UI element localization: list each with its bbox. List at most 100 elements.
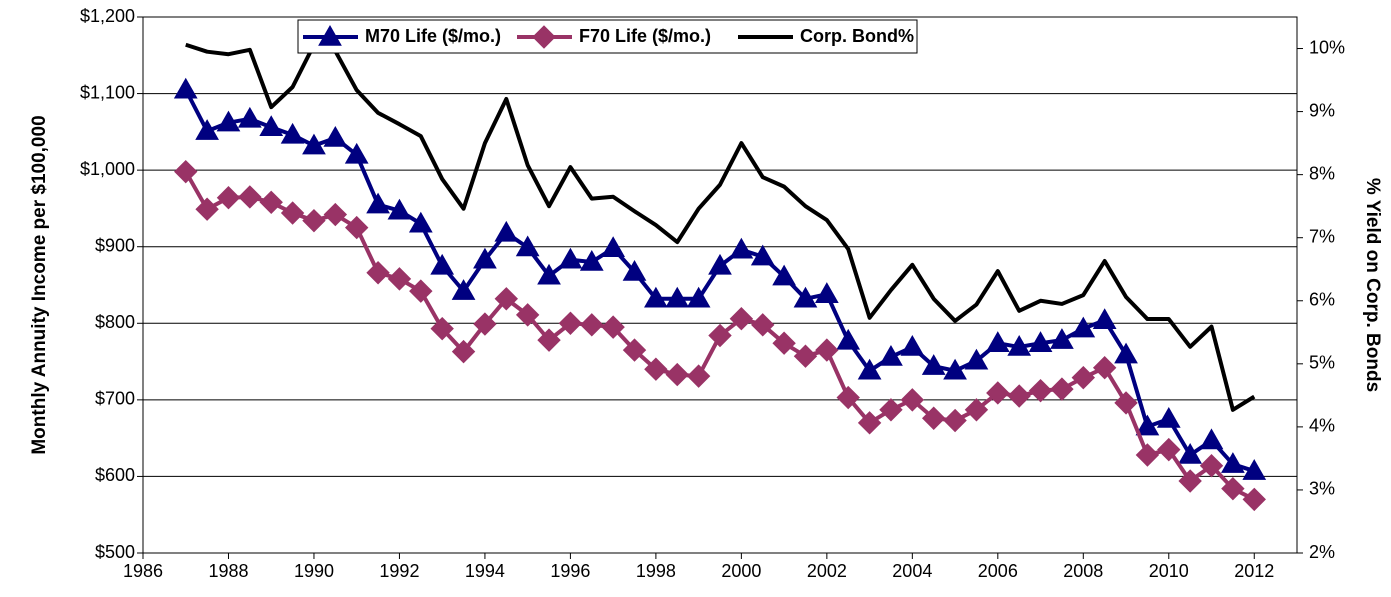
marker [302,208,326,233]
marker [579,250,604,271]
x-tick-label: 1986 [123,561,163,581]
marker [836,385,860,410]
marker [302,133,326,155]
marker [515,235,540,257]
marker [1199,428,1224,450]
marker [174,159,198,184]
marker [601,236,626,257]
marker [259,115,284,137]
x-tick-label: 1990 [294,561,334,581]
marker [1135,443,1160,467]
marker [879,398,903,422]
marker [1242,487,1266,512]
x-tick-label: 1998 [636,561,676,581]
marker [366,261,390,285]
marker [1007,335,1032,356]
marker [1050,377,1074,401]
marker [558,247,583,269]
marker [280,122,305,144]
marker [921,354,946,375]
marker [451,279,476,300]
marker [900,388,925,412]
marker [964,398,989,422]
x-tick-label: 1994 [465,561,505,581]
legend-label: Corp. Bond% [800,26,914,46]
marker [1135,414,1160,436]
marker [1071,316,1096,338]
marker [318,24,342,46]
marker [515,303,540,327]
marker [1178,442,1203,464]
marker [986,381,1010,405]
x-tick-label: 2012 [1234,561,1274,581]
marker [836,328,861,350]
marker [195,119,219,140]
marker [494,220,519,242]
marker [451,339,476,364]
x-tick-label: 2000 [721,561,761,581]
marker [1114,391,1138,415]
marker [814,282,839,303]
marker [1092,355,1117,380]
x-tick-label: 2008 [1063,561,1103,581]
marker [1050,328,1074,349]
marker [708,323,732,348]
x-tick-label: 2004 [892,561,932,581]
marker [985,331,1010,352]
marker [580,313,604,337]
marker [943,408,967,433]
marker [323,202,348,227]
y2-tick-label: 8% [1309,163,1335,183]
marker [644,357,668,381]
marker [1178,469,1202,493]
marker [1199,454,1224,478]
marker [1007,384,1031,408]
marker [708,253,732,275]
marker [1114,342,1138,364]
marker [750,244,775,266]
marker [216,186,241,210]
marker [537,328,561,352]
marker [532,25,556,49]
x-tick-label: 2006 [978,561,1018,581]
series-line [185,42,1256,412]
marker [1157,437,1181,462]
marker [815,338,839,362]
marker [387,267,412,291]
y-tick-label: $1,100 [80,82,135,102]
marker [473,247,497,269]
marker [1156,406,1181,428]
marker [601,315,625,339]
marker [409,279,433,303]
marker [237,106,262,128]
marker [558,311,583,335]
marker [772,264,796,286]
x-tick-label: 2010 [1149,561,1189,581]
marker [729,306,754,331]
x-tick-label: 2002 [807,561,847,581]
marker [1071,365,1096,390]
marker [879,344,903,366]
marker [857,411,882,435]
marker [344,142,369,164]
y2-tick-label: 10% [1309,37,1345,57]
marker [943,358,967,380]
marker [238,185,262,209]
marker [494,287,519,311]
marker [686,286,711,308]
marker [537,263,561,285]
marker [216,110,241,132]
marker [772,331,796,355]
marker [857,358,882,380]
marker [729,237,754,259]
marker [408,211,433,233]
marker [921,406,946,430]
legend-label: M70 Life ($/mo.) [365,26,501,46]
marker [793,344,818,368]
marker [344,215,369,240]
marker [280,201,305,225]
marker [430,253,455,275]
y2-tick-label: 5% [1309,353,1335,373]
